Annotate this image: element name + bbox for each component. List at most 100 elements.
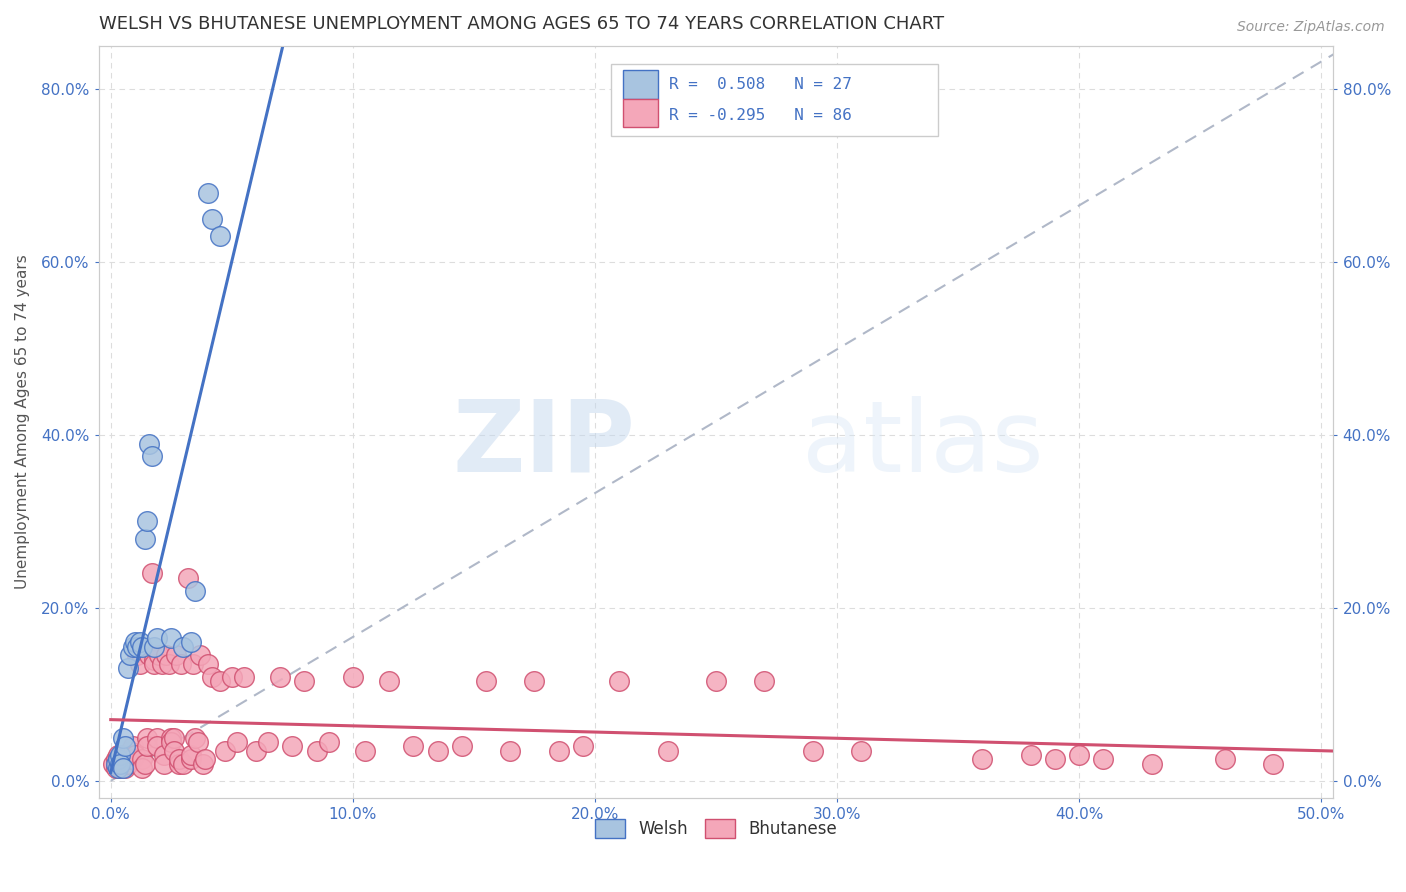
Point [1213, 752, 1236, 766]
Point [1043, 752, 1066, 766]
Point [160, 731, 183, 745]
Point [141, 566, 163, 581]
Point [117, 747, 139, 762]
Point [172, 756, 194, 771]
Point [180, 747, 202, 762]
Point [1069, 747, 1091, 762]
Point [134, 532, 156, 546]
Point [153, 756, 176, 771]
Point [851, 743, 873, 757]
Point [475, 674, 498, 689]
Point [181, 657, 204, 671]
Point [704, 674, 727, 689]
Point [426, 743, 449, 757]
Point [157, 657, 180, 671]
Point [160, 735, 183, 749]
Point [120, 743, 142, 757]
Point [245, 743, 267, 757]
Point [127, 640, 149, 654]
Text: atlas: atlas [803, 396, 1045, 493]
Point [177, 571, 200, 585]
Point [117, 661, 139, 675]
Text: ZIP: ZIP [453, 396, 636, 493]
Point [572, 739, 595, 754]
Point [163, 731, 186, 745]
Point [110, 756, 132, 771]
Point [607, 674, 630, 689]
Point [128, 657, 150, 671]
Text: R =  0.508   N = 27: R = 0.508 N = 27 [669, 77, 852, 92]
Point [150, 657, 173, 671]
Point [131, 640, 153, 654]
Point [450, 739, 472, 754]
Point [1019, 747, 1042, 762]
Point [104, 761, 127, 775]
Point [342, 670, 364, 684]
Point [136, 514, 159, 528]
Text: Source: ZipAtlas.com: Source: ZipAtlas.com [1237, 20, 1385, 34]
Point [111, 756, 134, 771]
Point [107, 756, 129, 771]
Point [197, 186, 219, 200]
Point [114, 739, 136, 754]
Point [167, 752, 190, 766]
Point [523, 674, 546, 689]
Point [180, 752, 202, 766]
Text: R = -0.295   N = 86: R = -0.295 N = 86 [669, 109, 852, 123]
Point [201, 211, 224, 226]
Point [138, 648, 160, 663]
FancyBboxPatch shape [612, 64, 938, 136]
Point [232, 670, 254, 684]
Point [134, 756, 156, 771]
Point [111, 731, 134, 745]
Point [180, 635, 202, 649]
Point [121, 752, 143, 766]
Point [318, 735, 340, 749]
Point [221, 670, 243, 684]
Point [197, 657, 219, 671]
Point [110, 752, 132, 766]
Point [117, 756, 139, 771]
Point [111, 747, 134, 762]
Y-axis label: Unemployment Among Ages 65 to 74 years: Unemployment Among Ages 65 to 74 years [15, 254, 30, 590]
Point [160, 631, 183, 645]
Point [163, 743, 186, 757]
Point [208, 229, 231, 244]
Point [170, 657, 193, 671]
Point [1140, 756, 1163, 771]
Point [378, 674, 401, 689]
Point [101, 756, 124, 771]
Point [107, 761, 129, 775]
Point [187, 735, 209, 749]
Point [104, 756, 127, 771]
Point [225, 735, 247, 749]
Point [153, 747, 176, 762]
Point [114, 761, 136, 775]
Point [269, 670, 291, 684]
Point [127, 648, 149, 663]
Point [145, 731, 167, 745]
Point [145, 739, 167, 754]
Point [499, 743, 522, 757]
Point [201, 670, 224, 684]
Point [305, 743, 328, 757]
Point [121, 739, 143, 754]
Point [155, 648, 177, 663]
Point [143, 640, 166, 654]
Point [801, 743, 824, 757]
Bar [623, 99, 658, 128]
Legend: Welsh, Bhutanese: Welsh, Bhutanese [586, 810, 845, 847]
Point [143, 653, 166, 667]
Point [121, 640, 143, 654]
Point [120, 752, 142, 766]
Point [131, 752, 153, 766]
Point [120, 648, 142, 663]
Point [167, 756, 190, 771]
Point [354, 743, 377, 757]
Point [972, 752, 994, 766]
Point [114, 752, 136, 766]
Point [104, 752, 127, 766]
Point [124, 635, 146, 649]
Text: WELSH VS BHUTANESE UNEMPLOYMENT AMONG AGES 65 TO 74 YEARS CORRELATION CHART: WELSH VS BHUTANESE UNEMPLOYMENT AMONG AG… [98, 15, 943, 33]
Point [128, 640, 150, 654]
